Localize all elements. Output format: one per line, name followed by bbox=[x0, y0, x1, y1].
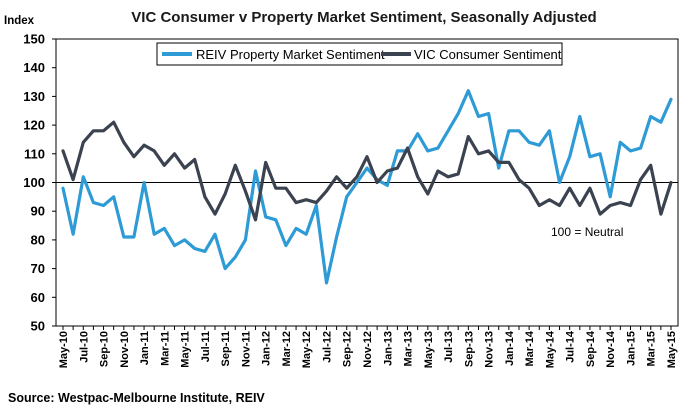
series-line-reiv bbox=[61, 89, 673, 285]
x-tick-label: Sep-13 bbox=[463, 331, 475, 367]
x-tick-label: Jul-13 bbox=[443, 331, 455, 363]
y-tick-label: 100 bbox=[23, 175, 45, 190]
x-tick-label: May-11 bbox=[180, 331, 192, 368]
y-tick-label: 80 bbox=[31, 232, 45, 247]
x-tick-label: Jan-14 bbox=[504, 330, 516, 366]
y-axis-label: Index bbox=[4, 15, 35, 27]
legend-box bbox=[156, 42, 563, 66]
x-tick-label: Mar-13 bbox=[403, 331, 415, 366]
series-line-vic bbox=[61, 120, 673, 222]
legend-label-reiv: REIV Property Market Sentiment bbox=[196, 47, 385, 62]
y-tick-label: 90 bbox=[31, 204, 45, 219]
x-tick-label: Nov-12 bbox=[362, 331, 374, 368]
x-tick-label: Nov-14 bbox=[605, 330, 617, 368]
x-tick-label: May-12 bbox=[301, 331, 313, 368]
x-tick-label: Mar-14 bbox=[524, 330, 536, 366]
y-tick-label: 150 bbox=[23, 32, 45, 47]
series-layer bbox=[61, 89, 673, 285]
x-tick-label: Jul-14 bbox=[565, 330, 577, 363]
x-tick-label: May-10 bbox=[58, 331, 70, 368]
x-tick-label: Jan-15 bbox=[625, 331, 637, 366]
y-tick-label: 130 bbox=[23, 89, 45, 104]
x-tick-label: Jul-10 bbox=[78, 331, 90, 363]
y-tick-label: 120 bbox=[23, 118, 45, 133]
y-tick-label: 60 bbox=[31, 290, 45, 305]
x-tick-label: Sep-10 bbox=[99, 331, 111, 367]
x-tick-label: Jan-12 bbox=[261, 331, 273, 366]
x-tick-label: Sep-14 bbox=[585, 330, 597, 367]
x-tick-label: Jan-13 bbox=[382, 331, 394, 366]
source-note: Source: Westpac-Melbourne Institute, REI… bbox=[8, 391, 265, 405]
legend-label-vic: VIC Consumer Sentiment bbox=[414, 47, 562, 62]
x-tick-label: Nov-11 bbox=[240, 331, 252, 367]
y-axis-ticks: 50 60 70 80 90 100 110 120 130 140 150 bbox=[23, 32, 56, 334]
y-tick-label: 110 bbox=[24, 146, 45, 161]
x-tick-label: Mar-11 bbox=[159, 331, 171, 366]
x-axis-ticks: May-10 Jul-10 Sep-10 Nov-10 Jan-11 Mar-11 May-… bbox=[58, 326, 678, 368]
x-tick-label: Nov-10 bbox=[119, 331, 131, 368]
x-tick-label: May-13 bbox=[423, 331, 435, 368]
y-tick-label: 70 bbox=[31, 261, 45, 276]
x-tick-label: Jul-12 bbox=[321, 331, 333, 363]
x-tick-label: Nov-13 bbox=[484, 331, 496, 368]
x-tick-label: Sep-12 bbox=[342, 331, 354, 367]
x-tick-label: Mar-15 bbox=[646, 331, 658, 366]
x-tick-label: Jan-11 bbox=[139, 331, 151, 365]
x-tick-label: Mar-12 bbox=[281, 331, 293, 366]
neutral-annotation: 100 = Neutral bbox=[551, 225, 623, 239]
chart-title: VIC Consumer v Property Market Sentiment… bbox=[131, 9, 596, 26]
x-tick-label: Jul-11 bbox=[200, 331, 212, 362]
y-tick-label: 50 bbox=[31, 319, 45, 334]
x-tick-label: May-14 bbox=[544, 330, 556, 368]
x-tick-label: May-15 bbox=[666, 331, 678, 368]
x-tick-label: Sep-11 bbox=[220, 331, 232, 366]
legend: REIV Property Market Sentiment VIC Consu… bbox=[156, 42, 563, 66]
y-tick-label: 140 bbox=[23, 60, 45, 75]
